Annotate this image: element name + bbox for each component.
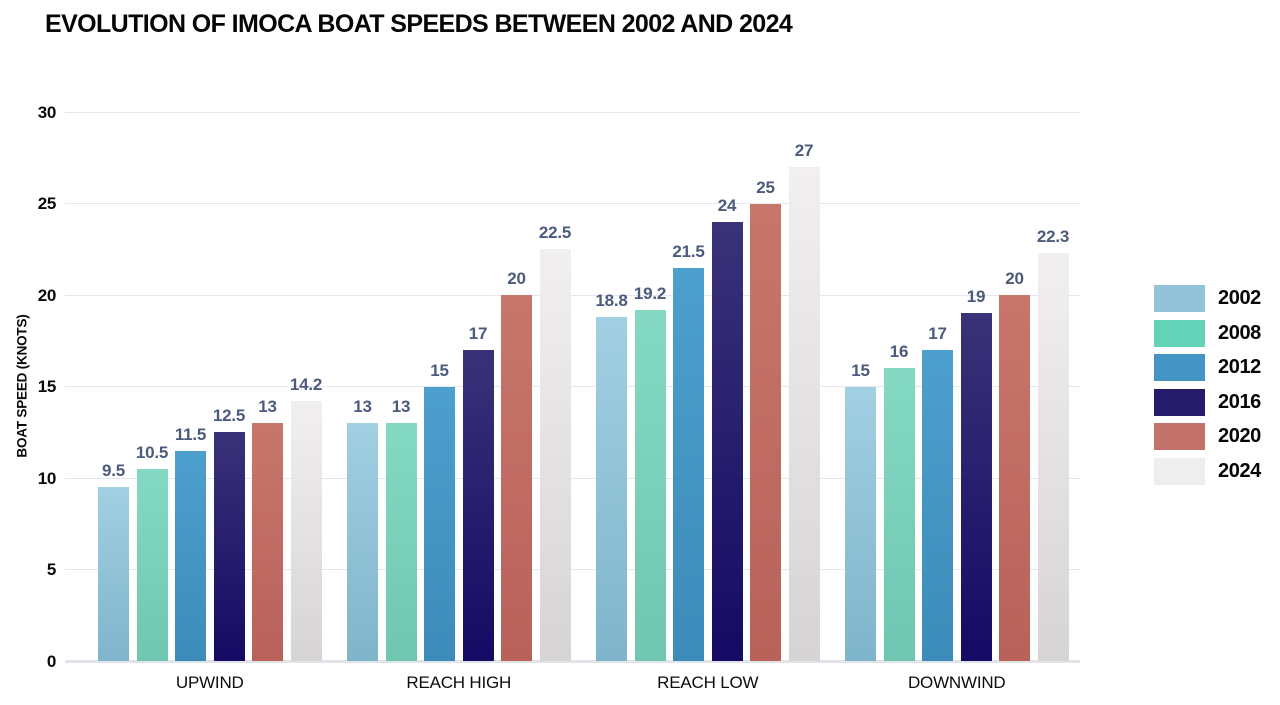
legend-item-2012: 2012 [1154,354,1261,381]
legend-item-2002: 2002 [1154,285,1261,312]
bar-2008-reach-high [385,423,417,661]
legend-label-2002: 2002 [1218,287,1261,309]
bar-2012-downwind [922,349,953,661]
bar-2024-reach-low [788,166,820,661]
legend-item-2020: 2020 [1154,423,1261,450]
bar-2024-upwind [290,401,322,661]
x-category-label-upwind: UPWIND [175,673,244,692]
bar-value-label: 27 [794,140,814,160]
bar-2020-downwind [999,295,1030,661]
bar-2012-reach-low [673,267,704,661]
legend-swatch-2008 [1154,319,1205,347]
bar-2020-reach-low [750,203,781,661]
gridline-5 [65,569,1080,570]
legend-swatch-2012 [1154,354,1205,381]
y-tick-label-20: 20 [37,285,57,305]
bar-value-label: 13 [353,397,372,417]
bar-2002-upwind [98,487,129,661]
bar-2008-upwind [136,468,168,661]
legend-label-2024: 2024 [1218,459,1261,482]
legend-swatch-2016 [1154,388,1205,416]
y-tick-label-25: 25 [37,194,57,213]
bar-2002-reach-low [596,316,627,661]
bar-2008-reach-low [634,309,666,661]
x-axis-line [65,660,1080,663]
legend-label-2008: 2008 [1218,321,1261,344]
x-category-label-downwind: DOWNWIND [907,673,1006,692]
bar-2002-downwind [845,386,876,661]
legend-item-2024: 2024 [1154,457,1261,485]
bar-2012-upwind [175,450,206,661]
legend: 2002 2008 2012 2016 2020 2024 [1154,285,1261,485]
legend-label-2016: 2016 [1218,390,1261,413]
legend-swatch-2024 [1154,457,1205,485]
gridline-25 [65,203,1080,204]
bar-2016-upwind [213,432,245,661]
gridline-30 [65,111,1080,113]
bar-2016-reach-high [462,349,494,661]
bar-2024-downwind [1037,252,1069,661]
bar-2002-reach-high [347,423,378,661]
legend-label-2012: 2012 [1218,356,1261,378]
bar-2016-downwind [960,313,992,661]
bar-2012-reach-high [424,386,455,661]
gridline-20 [65,294,1080,296]
gridline-15 [65,386,1080,387]
legend-item-2016: 2016 [1154,388,1261,416]
y-tick-label-30: 30 [37,102,57,122]
chart-title: EVOLUTION OF IMOCA BOAT SPEEDS BETWEEN 2… [45,10,793,38]
plot-area: 9.5 10.5 11.5 12.5 13 14.2 13 13 15 17 20 22.5 18.8 1… [65,111,1080,663]
bar-2020-reach-high [501,295,532,661]
bar-value-label: 22.5 [538,223,572,243]
y-tick-label-5: 5 [46,560,56,579]
y-tick-label-15: 15 [37,377,57,396]
bar-2024-reach-high [539,249,571,661]
x-category-label-reach-low: REACH LOW [657,673,759,692]
legend-item-2008: 2008 [1154,319,1261,347]
bar-2016-reach-low [711,221,743,661]
y-tick-label-10: 10 [37,468,57,488]
legend-label-2020: 2020 [1218,425,1261,447]
bar-2020-upwind [252,423,283,661]
bar-2008-downwind [883,368,915,661]
y-tick-label-0: 0 [46,651,56,671]
legend-swatch-2002 [1154,285,1205,312]
legend-swatch-2020 [1154,423,1205,450]
bar-value-label: 22.3 [1036,226,1070,246]
gridline-10 [65,477,1080,479]
x-category-label-reach-high: REACH HIGH [406,673,512,692]
